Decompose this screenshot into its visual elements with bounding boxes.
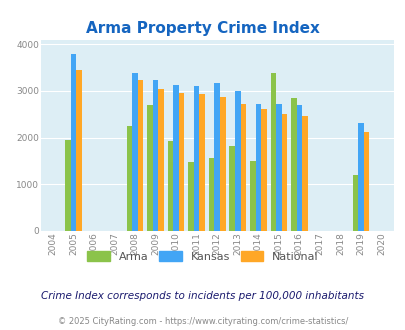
Bar: [363, 133, 369, 231]
Bar: [240, 104, 245, 231]
Bar: [188, 162, 194, 231]
Bar: [214, 83, 220, 231]
Bar: [249, 161, 255, 231]
Bar: [234, 91, 240, 231]
Bar: [352, 176, 357, 231]
Bar: [220, 97, 225, 231]
Bar: [199, 94, 205, 231]
Bar: [301, 116, 307, 231]
Bar: [357, 123, 363, 231]
Bar: [158, 89, 164, 231]
Text: Arma Property Crime Index: Arma Property Crime Index: [86, 21, 319, 36]
Bar: [179, 93, 184, 231]
Bar: [255, 104, 260, 231]
Bar: [296, 105, 301, 231]
Bar: [173, 85, 179, 231]
Bar: [70, 53, 76, 231]
Bar: [281, 114, 286, 231]
Bar: [167, 141, 173, 231]
Bar: [138, 80, 143, 231]
Legend: Arma, Kansas, National: Arma, Kansas, National: [83, 247, 322, 267]
Bar: [147, 105, 152, 231]
Bar: [65, 140, 70, 231]
Bar: [152, 80, 158, 231]
Bar: [260, 109, 266, 231]
Bar: [290, 98, 296, 231]
Text: © 2025 CityRating.com - https://www.cityrating.com/crime-statistics/: © 2025 CityRating.com - https://www.city…: [58, 317, 347, 326]
Bar: [209, 158, 214, 231]
Bar: [229, 146, 234, 231]
Bar: [76, 70, 81, 231]
Bar: [132, 73, 138, 231]
Bar: [194, 86, 199, 231]
Bar: [270, 73, 275, 231]
Bar: [126, 126, 132, 231]
Text: Crime Index corresponds to incidents per 100,000 inhabitants: Crime Index corresponds to incidents per…: [41, 291, 364, 301]
Bar: [275, 104, 281, 231]
